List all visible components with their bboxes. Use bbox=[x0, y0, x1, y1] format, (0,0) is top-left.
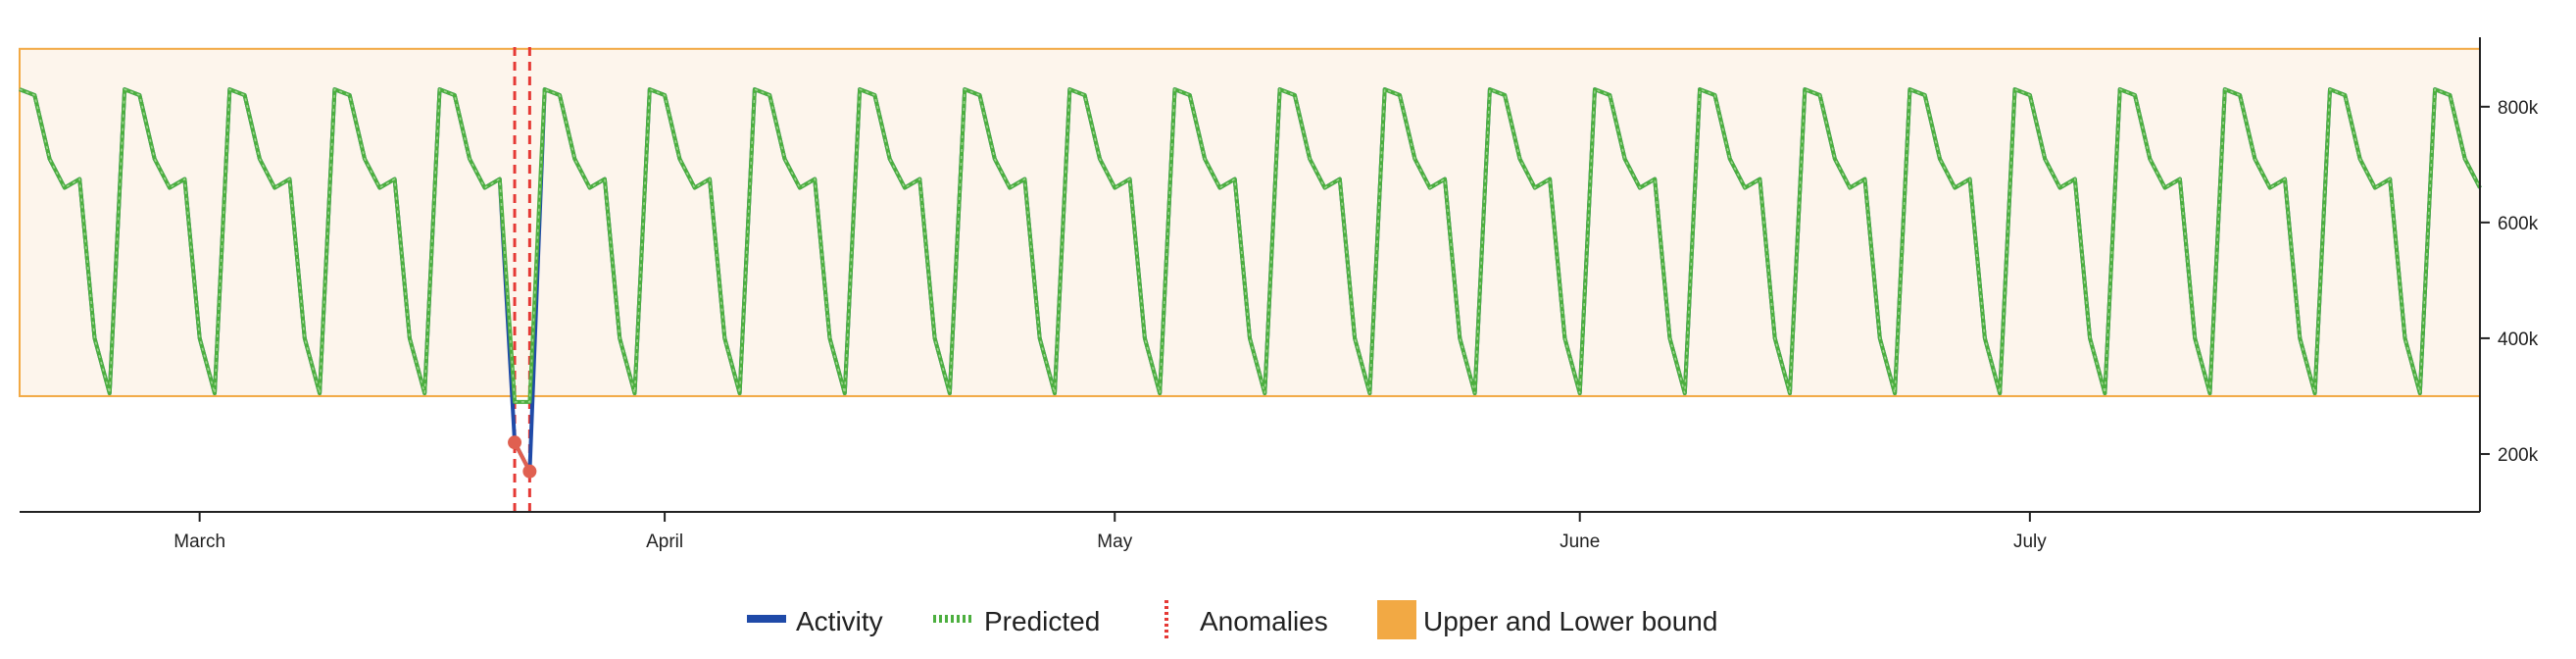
x-tick-label-4: July bbox=[2013, 532, 2047, 552]
y-tick-label-1: 400k bbox=[2498, 330, 2539, 350]
legend-swatch-bounds bbox=[1377, 600, 1416, 639]
legend-label-0: Activity bbox=[796, 606, 883, 636]
x-tick-label-3: June bbox=[1560, 532, 1600, 552]
y-tick-label-2: 600k bbox=[2498, 214, 2539, 234]
anomaly-point-0 bbox=[508, 435, 522, 450]
legend-item-anomalies: Anomalies bbox=[1164, 600, 1328, 639]
y-tick-label-0: 200k bbox=[2498, 445, 2539, 466]
x-tick-label-1: April bbox=[646, 532, 683, 552]
predicted-series-dots bbox=[19, 88, 2481, 403]
x-tick-label-0: March bbox=[173, 532, 225, 552]
y-tick-label-3: 800k bbox=[2498, 98, 2539, 119]
legend-item-upper-and-lower-bound: Upper and Lower bound bbox=[1377, 600, 1717, 639]
legend-item-predicted: Predicted bbox=[933, 606, 1100, 636]
legend-label-1: Predicted bbox=[984, 606, 1100, 636]
legend-item-activity: Activity bbox=[747, 606, 883, 636]
anomaly-point-1 bbox=[522, 464, 537, 479]
legend-label-3: Upper and Lower bound bbox=[1423, 606, 1717, 636]
legend: Activity Predicted Anomalies Upper and Lowe… bbox=[747, 600, 1717, 639]
legend-label-2: Anomalies bbox=[1200, 606, 1328, 636]
x-tick-label-2: May bbox=[1097, 532, 1132, 552]
